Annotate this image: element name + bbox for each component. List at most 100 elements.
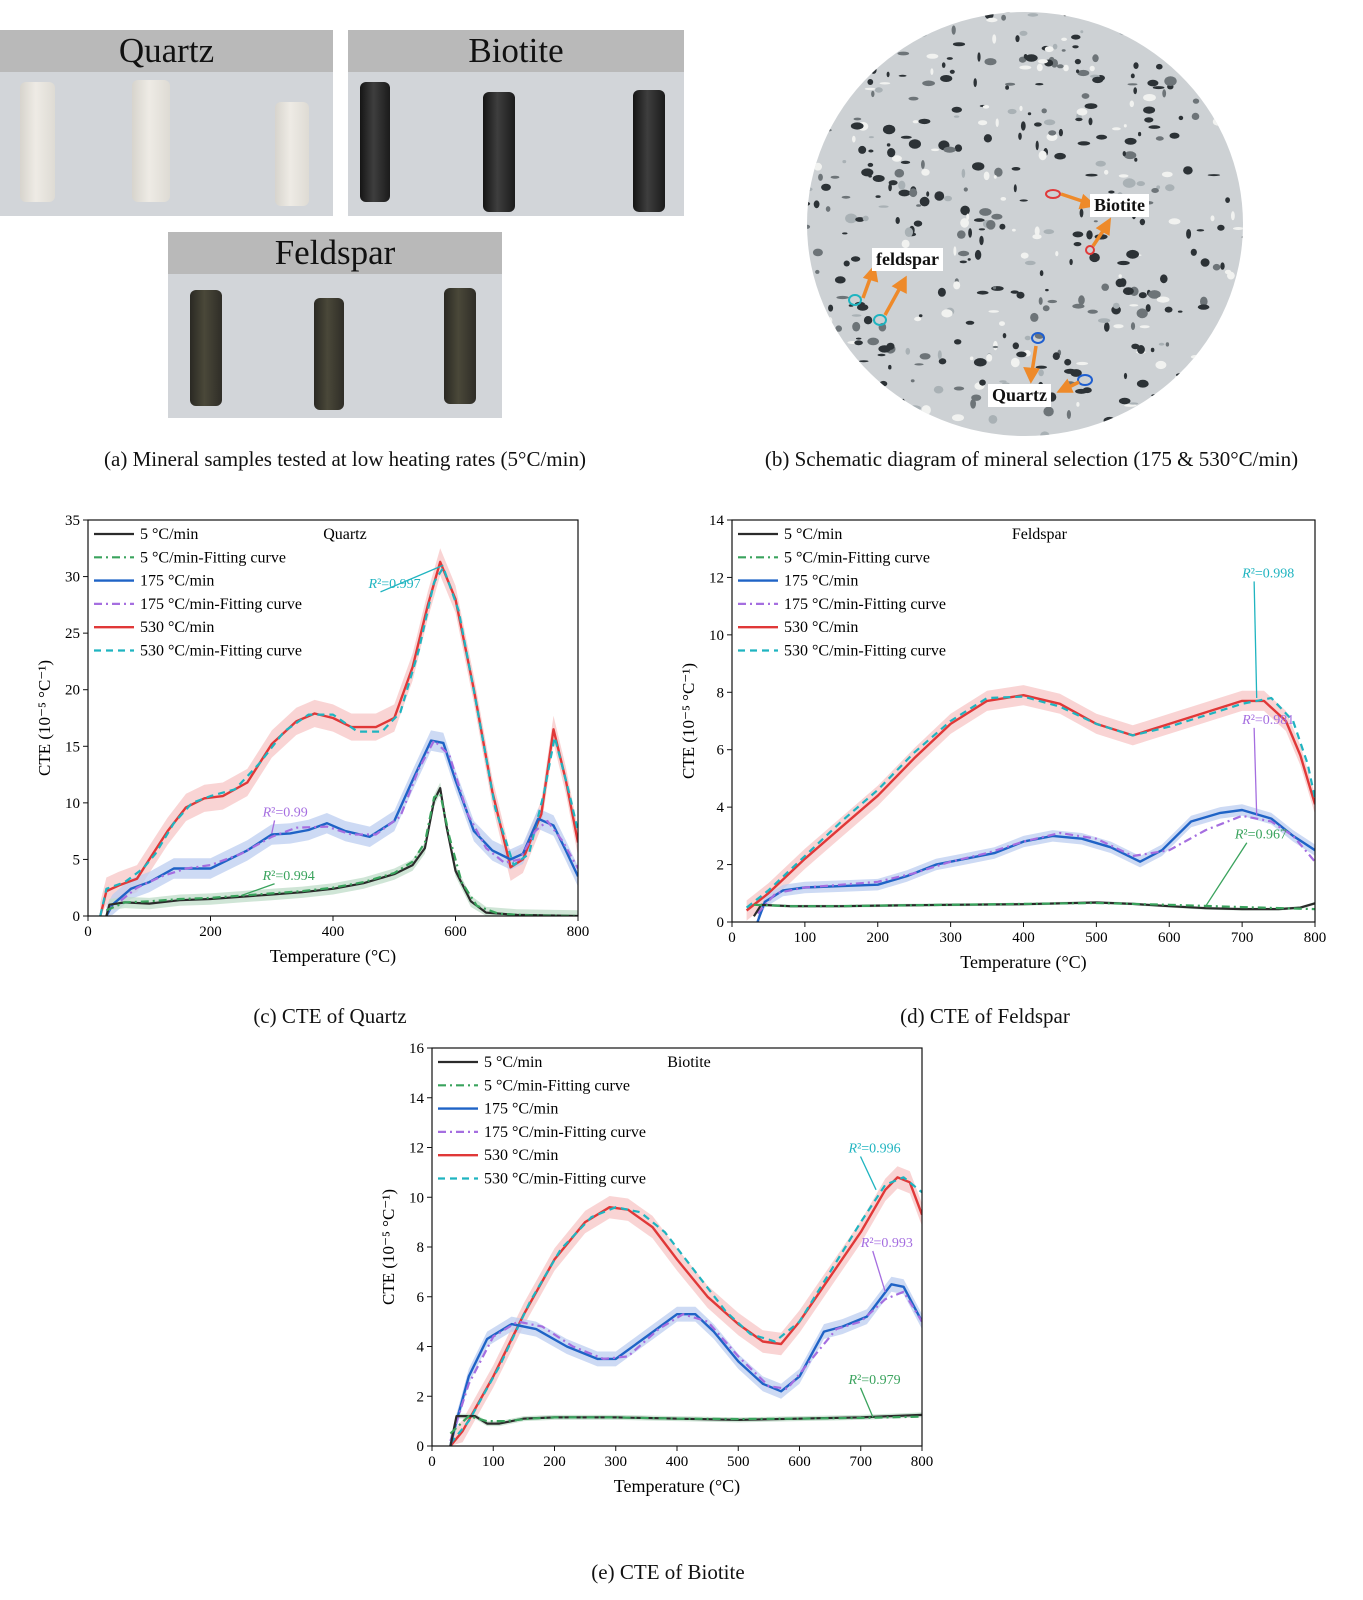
mineral-grain xyxy=(1226,70,1238,74)
biotite-photo: Biotite xyxy=(348,30,684,216)
feldspar-label: feldspar xyxy=(872,248,943,271)
feldspar-sample-2 xyxy=(314,298,344,410)
mineral-grain xyxy=(1036,63,1043,72)
confidence-band-5 xyxy=(106,782,578,916)
mineral-grain xyxy=(1143,106,1156,114)
mineral-grain xyxy=(815,408,821,417)
legend-entry: 5 °C/min-Fitting curve xyxy=(140,549,286,566)
mineral-grain xyxy=(888,364,892,370)
series-line-5_fit xyxy=(449,1415,922,1435)
mineral-grain xyxy=(1089,65,1095,72)
mineral-grain xyxy=(952,414,964,422)
mineral-grain xyxy=(953,115,960,118)
mineral-grain xyxy=(818,35,832,41)
mineral-grain xyxy=(832,89,839,92)
x-tick-label: 300 xyxy=(605,1454,628,1470)
mineral-grain xyxy=(845,213,858,224)
mineral-grain xyxy=(1156,63,1163,70)
biotite-label: Biotite xyxy=(1090,194,1149,217)
mineral-grain xyxy=(1117,260,1130,266)
mineral-grain xyxy=(1190,248,1197,256)
mineral-grain xyxy=(904,227,913,237)
confidence-band-530 xyxy=(100,548,578,916)
mineral-grain xyxy=(1077,69,1090,77)
mineral-grain xyxy=(807,224,811,229)
mineral-grain xyxy=(1076,69,1080,74)
mineral-grain xyxy=(1075,117,1083,122)
mineral-grain xyxy=(834,276,846,284)
mineral-grain xyxy=(1113,324,1124,329)
mineral-grain xyxy=(807,345,815,349)
quartz-sample-2 xyxy=(132,80,170,202)
mineral-grain xyxy=(807,277,811,286)
mineral-grain xyxy=(1084,103,1098,109)
x-tick-label: 600 xyxy=(444,924,467,940)
mineral-grain xyxy=(1207,174,1221,177)
mineral-grain xyxy=(1136,308,1148,319)
mineral-grain xyxy=(1221,332,1226,338)
mineral-grain xyxy=(818,173,823,181)
mineral-grain xyxy=(887,148,896,158)
mineral-grain xyxy=(862,215,869,222)
quartz-sample-3 xyxy=(275,102,309,206)
mineral-grain xyxy=(858,12,869,20)
mineral-grain xyxy=(1039,270,1044,277)
mineral-grain xyxy=(1155,360,1167,370)
mineral-grain xyxy=(999,380,1007,383)
mineral-grain xyxy=(1034,122,1042,127)
mineral-grain xyxy=(1237,12,1243,18)
mineral-grain xyxy=(1034,226,1040,236)
plot-area xyxy=(449,1166,922,1446)
mineral-grain xyxy=(1153,37,1162,41)
mineral-grain xyxy=(1160,274,1168,284)
mineral-grain xyxy=(991,213,1003,220)
mineral-grain xyxy=(1151,394,1157,397)
mineral-grain xyxy=(841,420,853,428)
mineral-grain xyxy=(1027,13,1039,17)
mineral-grain xyxy=(1081,93,1090,99)
mineral-grain xyxy=(861,168,874,177)
mineral-grain xyxy=(1038,297,1043,305)
mineral-grain xyxy=(909,188,918,198)
mineral-grain xyxy=(960,218,969,228)
mineral-grain xyxy=(808,337,816,347)
mineral-grain xyxy=(921,430,930,436)
y-tick-label: 12 xyxy=(409,1141,424,1157)
mineral-grain xyxy=(1161,171,1173,178)
mineral-grain xyxy=(871,432,880,436)
mineral-grain xyxy=(1015,35,1020,43)
mineral-grain xyxy=(900,160,911,164)
r2-leader xyxy=(1205,842,1248,907)
legend-entry: 175 °C/min-Fitting curve xyxy=(784,596,946,613)
mineral-grain xyxy=(1222,382,1232,389)
mineral-grain xyxy=(825,206,831,212)
mineral-grain xyxy=(813,366,827,370)
mineral-grain xyxy=(1232,227,1243,230)
mineral-grain xyxy=(867,337,879,346)
confidence-band-5 xyxy=(450,1412,922,1446)
mineral-grain xyxy=(1200,296,1208,307)
mineral-grain xyxy=(1092,76,1104,84)
mineral-grain xyxy=(1048,130,1057,136)
mineral-grain xyxy=(1124,24,1134,28)
mineral-grain xyxy=(1126,249,1139,259)
mineral-grain xyxy=(918,118,931,125)
x-tick-label: 600 xyxy=(1158,930,1181,946)
mineral-grain xyxy=(884,33,889,37)
legend-entry: 530 °C/min xyxy=(484,1147,558,1164)
series-line-5 xyxy=(752,901,1315,917)
mineral-grain xyxy=(897,51,910,56)
legend-entry: 5 °C/min xyxy=(140,526,198,543)
series-line-530 xyxy=(745,694,1315,912)
mineral-grain xyxy=(850,122,864,130)
x-tick-label: 200 xyxy=(199,924,222,940)
mineral-grain xyxy=(999,223,1006,230)
mineral-grain xyxy=(1183,166,1193,175)
r2-leader xyxy=(271,820,276,834)
biotite-sample-1 xyxy=(360,82,390,202)
legend-entry: 530 °C/min-Fitting curve xyxy=(484,1171,646,1188)
x-tick-label: 100 xyxy=(794,930,817,946)
biotite-cte-chart: 0 100 200 300 400 500 600 700 800 0 2 4 6 8 10 12 14 16 Te… xyxy=(379,1041,933,1497)
mineral-grain xyxy=(986,220,996,230)
r2-leader xyxy=(240,883,275,897)
